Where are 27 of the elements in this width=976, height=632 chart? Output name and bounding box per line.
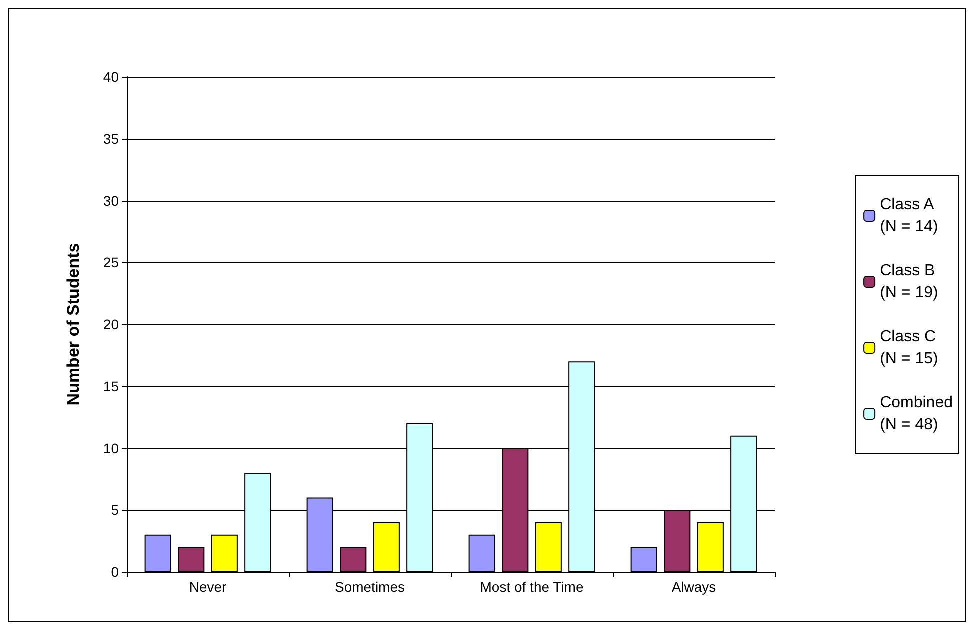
bar [373,522,400,572]
bar [630,547,658,572]
x-tick-label: Always [672,579,716,595]
bar [340,547,367,572]
y-axis-title: Number of Students [64,243,83,406]
x-tick-label: Most of the Time [480,579,584,595]
legend-label: Combined (N = 48) [880,394,954,434]
y-tick-label: 15 [103,378,120,394]
x-tick-label: Never [189,579,228,595]
x-tick-label: Sometimes [334,579,406,595]
bar [468,534,496,572]
legend-label: Class B (N = 19) [880,262,938,302]
legend-label: Class A (N = 14) [880,196,938,236]
y-tick-label: 40 [103,69,120,85]
y-tick-label: 20 [103,316,120,332]
y-tick-label: 0 [111,564,120,580]
bar [144,534,172,572]
bar [178,547,205,572]
y-tick-label: 25 [103,254,120,271]
y-tick-label: 10 [103,440,120,456]
y-tick-label: 35 [103,130,120,147]
y-tick-label: 5 [111,502,120,518]
legend-label: Class C (N = 15) [880,328,938,368]
bar [535,522,562,572]
bar [211,534,238,572]
bar [697,522,724,572]
y-tick-label: 30 [103,192,120,209]
